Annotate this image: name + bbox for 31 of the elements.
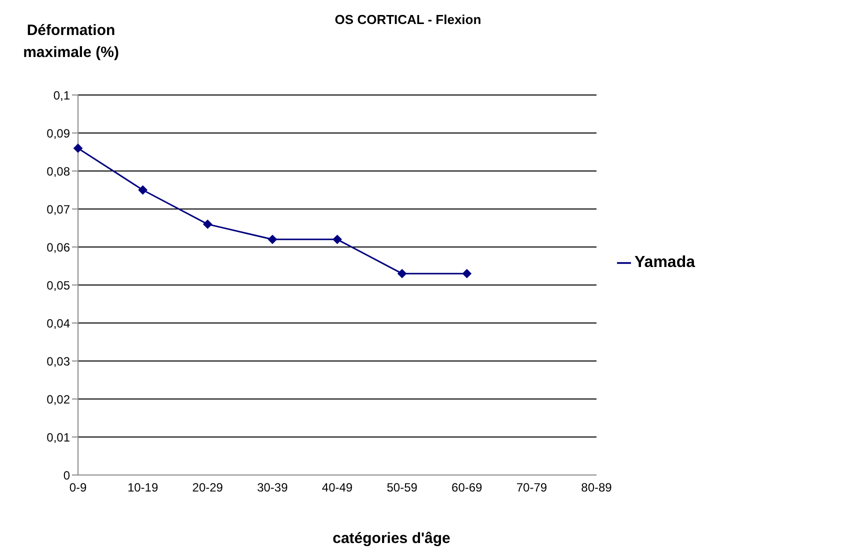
x-tick-label: 40-49 <box>322 480 353 495</box>
y-tick-label: 0,05 <box>46 278 70 292</box>
x-tick-label: 10-19 <box>127 480 158 495</box>
point <box>138 186 148 194</box>
y-tick-label: 0 <box>63 468 70 482</box>
y-tick-label: 0,04 <box>46 316 70 330</box>
x-axis-title: catégories d'âge <box>332 530 452 547</box>
x-tick-label: 0-9 <box>69 480 87 495</box>
y-tick-label: 0,01 <box>46 430 70 444</box>
point <box>332 234 342 244</box>
y-tick-label: 0,08 <box>46 164 70 178</box>
y-axis-title: Déformation maximale (%) <box>22 21 120 63</box>
x-tick-label: 50-59 <box>386 480 418 495</box>
point <box>268 234 277 244</box>
chart-title: OS CORTICAL - Flexion <box>334 12 482 27</box>
point <box>74 144 82 153</box>
y-tick-label: 0,02 <box>46 392 70 406</box>
x-tick-label: 80-89 <box>581 480 612 495</box>
y-tick-label: 0,09 <box>46 126 70 140</box>
point <box>398 269 407 278</box>
x-tick-label: 30-39 <box>257 480 288 495</box>
x-tick-label: 60-69 <box>452 480 483 495</box>
x-tick-label: 70-79 <box>516 480 548 495</box>
y-tick-label: 0,07 <box>46 202 70 216</box>
x-tick-label: 20-29 <box>192 480 224 495</box>
point <box>462 269 472 278</box>
y-tick-label: 0,1 <box>53 88 70 102</box>
y-tick-label: 0,03 <box>46 354 70 368</box>
y-tick-label: 0,06 <box>46 240 70 254</box>
point <box>203 220 212 229</box>
legend-label: Yamada <box>634 254 695 271</box>
